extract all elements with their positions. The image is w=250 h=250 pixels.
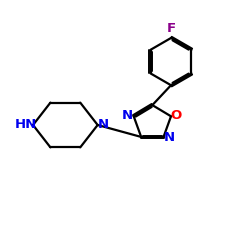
Text: N: N: [164, 131, 175, 144]
Text: N: N: [122, 109, 133, 122]
Text: HN: HN: [15, 118, 37, 131]
Text: O: O: [171, 109, 182, 122]
Text: F: F: [166, 22, 175, 35]
Text: N: N: [98, 118, 109, 131]
